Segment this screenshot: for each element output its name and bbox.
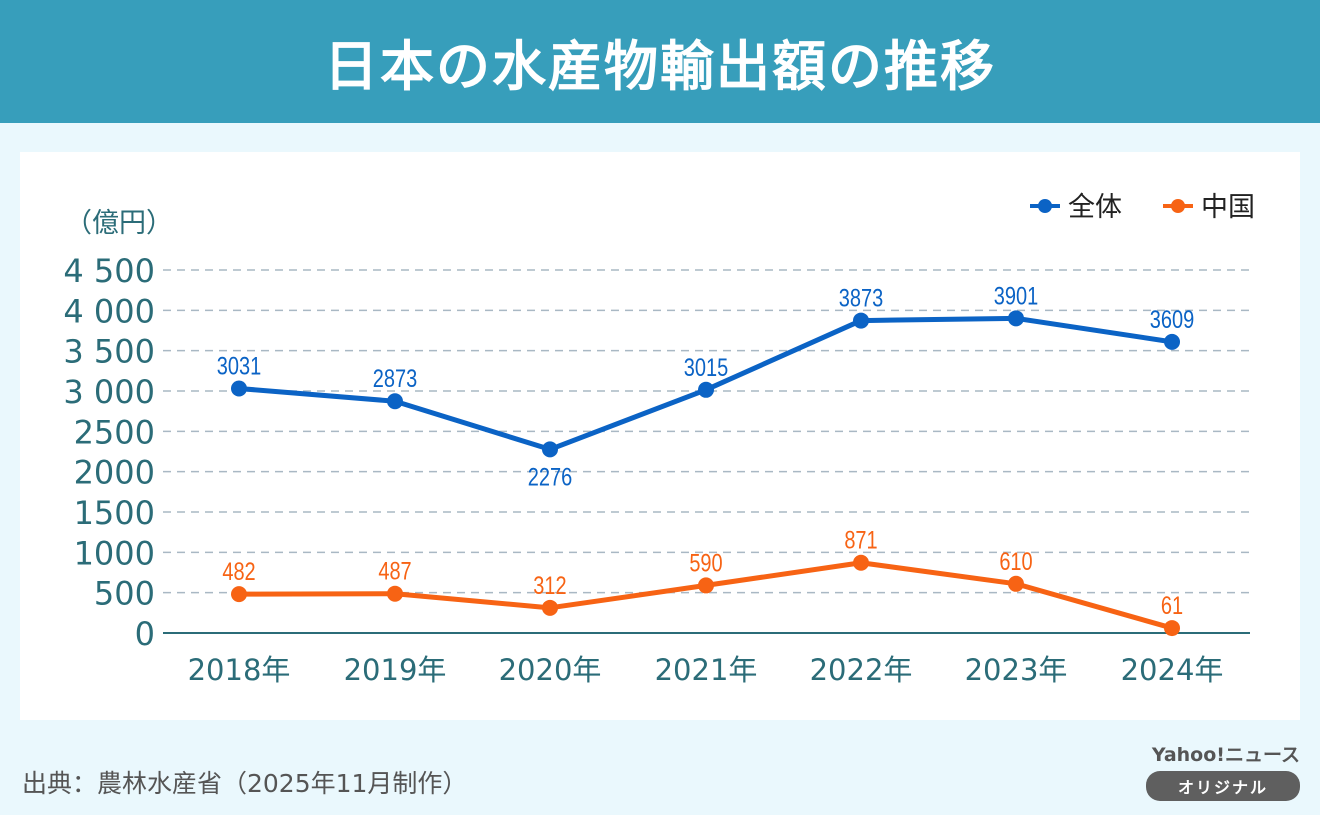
y-tick-label: 2500 (74, 413, 155, 451)
data-label: 2276 (528, 463, 572, 491)
data-label: 871 (844, 527, 877, 555)
data-label: 610 (999, 548, 1032, 576)
data-point (1164, 333, 1180, 350)
data-point (853, 312, 869, 329)
y-tick-label: 500 (94, 575, 155, 613)
data-label: 3015 (684, 354, 728, 382)
chart-card (20, 152, 1300, 720)
data-point (387, 585, 403, 602)
x-tick-label: 2024年 (1121, 653, 1224, 687)
data-point (698, 577, 714, 594)
legend-marker (1038, 199, 1052, 213)
x-tick-label: 2023年 (965, 653, 1068, 687)
y-tick-label: 1500 (74, 494, 155, 532)
data-label: 3609 (1150, 306, 1194, 334)
chart-title: 日本の水産物輸出額の推移 (324, 35, 996, 98)
brand-logo: Yahoo!ニュース オリジナル (1146, 740, 1300, 801)
x-tick-label: 2020年 (499, 653, 602, 687)
data-point (1008, 575, 1024, 592)
data-point (1008, 310, 1024, 327)
data-label: 3873 (839, 284, 883, 312)
data-point (698, 381, 714, 398)
data-label: 2873 (373, 365, 417, 393)
brand-name: Yahoo!ニュース (1151, 744, 1300, 766)
data-label: 3031 (217, 352, 261, 380)
data-label: 3901 (994, 282, 1038, 310)
y-axis-label: （億円） (65, 208, 173, 239)
source-note: 出典：農林水産省（2025年11月制作） (22, 769, 468, 798)
x-tick-label: 2019年 (344, 653, 447, 687)
data-point (542, 441, 558, 458)
y-tick-label: 3 500 (63, 333, 155, 371)
data-point (387, 393, 403, 410)
y-tick-label: 4 000 (63, 292, 155, 330)
data-point (853, 554, 869, 571)
title-bar: 日本の水産物輸出額の推移 (0, 0, 1320, 123)
data-label: 312 (533, 572, 566, 600)
legend-label: 中国 (1201, 192, 1255, 223)
data-point (1164, 620, 1180, 637)
y-tick-label: 0 (135, 615, 155, 653)
y-tick-label: 1000 (74, 534, 155, 572)
legend-marker (1171, 199, 1185, 213)
data-point (542, 599, 558, 616)
data-point (231, 380, 247, 397)
data-label: 590 (689, 549, 722, 577)
y-tick-label: 3 000 (63, 373, 155, 411)
x-tick-label: 2022年 (810, 653, 913, 687)
x-tick-label: 2021年 (655, 653, 758, 687)
legend-label: 全体 (1068, 192, 1122, 223)
x-tick-label: 2018年 (188, 653, 291, 687)
data-label: 487 (378, 558, 411, 586)
data-label: 482 (222, 558, 255, 586)
y-tick-label: 4 500 (63, 252, 155, 290)
brand-badge: オリジナル (1146, 771, 1300, 801)
data-label: 61 (1161, 592, 1183, 620)
data-point (231, 586, 247, 603)
y-tick-label: 2000 (74, 454, 155, 492)
